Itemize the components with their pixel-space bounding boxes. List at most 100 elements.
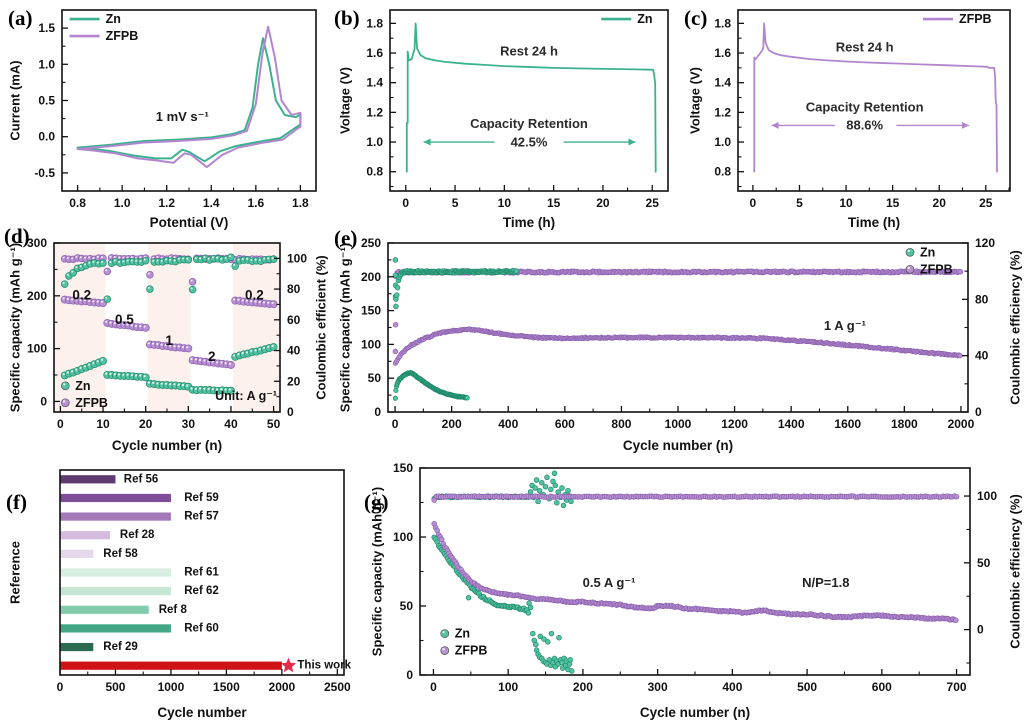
- svg-text:1000: 1000: [158, 680, 185, 694]
- svg-text:100: 100: [498, 680, 518, 694]
- svg-text:2000: 2000: [269, 680, 296, 694]
- svg-text:2000: 2000: [948, 417, 975, 431]
- svg-text:Ref 57: Ref 57: [184, 511, 219, 523]
- panel-letter-d: (d): [4, 224, 30, 248]
- svg-text:Coulombic efficient (%): Coulombic efficient (%): [314, 255, 329, 399]
- svg-text:1.0: 1.0: [114, 196, 131, 210]
- svg-text:88.6%: 88.6%: [846, 117, 883, 132]
- svg-text:Capacity Retention: Capacity Retention: [470, 116, 588, 131]
- svg-text:1.5: 1.5: [38, 21, 55, 35]
- svg-text:100: 100: [27, 342, 47, 356]
- svg-text:Ref 56: Ref 56: [124, 473, 159, 485]
- svg-text:ZFPB: ZFPB: [106, 29, 139, 43]
- svg-text:0.2: 0.2: [72, 287, 91, 302]
- svg-text:Rest 24 h: Rest 24 h: [500, 43, 558, 58]
- svg-text:Cycle number (n): Cycle number (n): [640, 705, 750, 720]
- svg-text:200: 200: [361, 270, 381, 284]
- svg-text:15: 15: [886, 196, 900, 210]
- svg-text:Unit: A g⁻¹: Unit: A g⁻¹: [215, 389, 277, 403]
- svg-text:25: 25: [646, 196, 660, 210]
- panel-d-rate-performance-chart: 0 10 20 30 40 50 0 100 200 300 0 20 40 60 80 100 Cycle n…: [0, 235, 330, 458]
- svg-text:200: 200: [442, 417, 462, 431]
- svg-text:200: 200: [27, 289, 47, 303]
- svg-text:1.6: 1.6: [714, 46, 731, 60]
- panel-f-reference-comparison-chart: Ref 56 Ref 59 Ref 57 Ref 28 Ref 58 Ref 61 Ref …: [0, 458, 362, 725]
- svg-text:400: 400: [722, 680, 742, 694]
- svg-text:400: 400: [498, 417, 518, 431]
- svg-text:0.8: 0.8: [69, 196, 86, 210]
- svg-text:40: 40: [224, 417, 238, 431]
- svg-text:Coulombic efficiency (%): Coulombic efficiency (%): [1008, 494, 1023, 649]
- svg-text:0: 0: [40, 394, 47, 408]
- svg-text:Specific capacity (mAh g⁻¹): Specific capacity (mAh g⁻¹): [370, 487, 385, 656]
- svg-text:0: 0: [57, 680, 64, 694]
- svg-text:10: 10: [96, 417, 110, 431]
- svg-text:42.5%: 42.5%: [511, 135, 548, 150]
- svg-text:700: 700: [947, 680, 967, 694]
- svg-text:1.2: 1.2: [714, 105, 731, 119]
- svg-text:Rest 24 h: Rest 24 h: [836, 40, 894, 55]
- svg-text:100: 100: [977, 489, 997, 503]
- panel-letter-b: (b): [334, 6, 360, 30]
- svg-text:40: 40: [287, 344, 301, 358]
- svg-text:1000: 1000: [665, 417, 692, 431]
- svg-text:Coulombic efficiency (%): Coulombic efficiency (%): [1008, 250, 1023, 405]
- svg-text:0: 0: [287, 405, 294, 419]
- svg-text:Zn: Zn: [920, 245, 935, 259]
- svg-text:1600: 1600: [834, 417, 861, 431]
- svg-text:20: 20: [139, 417, 153, 431]
- svg-text:Ref 61: Ref 61: [184, 567, 219, 579]
- panel-c-zfpb-self-discharge-chart: 0 5 10 15 20 25 0.8 1.0 1.2 1.4 1.6 1.8 Time (h) Volt…: [680, 0, 1024, 235]
- svg-text:5: 5: [796, 196, 803, 210]
- svg-text:Ref 59: Ref 59: [184, 492, 219, 504]
- svg-text:1.4: 1.4: [366, 76, 383, 90]
- svg-text:Current (mA): Current (mA): [8, 60, 23, 140]
- svg-text:300: 300: [648, 680, 668, 694]
- svg-text:600: 600: [555, 417, 575, 431]
- svg-text:1200: 1200: [721, 417, 748, 431]
- svg-text:10: 10: [839, 196, 853, 210]
- svg-text:Reference: Reference: [8, 541, 23, 604]
- svg-text:Ref 58: Ref 58: [103, 548, 138, 560]
- svg-text:0: 0: [57, 417, 64, 431]
- svg-text:100: 100: [361, 337, 381, 351]
- svg-text:1.2: 1.2: [366, 105, 383, 119]
- svg-text:200: 200: [573, 680, 593, 694]
- svg-text:0.5: 0.5: [38, 94, 55, 108]
- svg-text:Potential (V): Potential (V): [150, 215, 229, 230]
- svg-text:ZFPB: ZFPB: [455, 644, 488, 658]
- svg-text:1400: 1400: [778, 417, 805, 431]
- svg-text:500: 500: [797, 680, 817, 694]
- svg-text:500: 500: [105, 680, 125, 694]
- svg-text:10: 10: [498, 196, 512, 210]
- panel-letter-c: (c): [684, 6, 708, 30]
- svg-text:This work: This work: [297, 660, 351, 672]
- panel-a-cv-chart: 0.8 1.0 1.2 1.4 1.6 1.8 -0.5 0.0 0.5 1.0 1.5 Potent…: [0, 0, 330, 235]
- svg-text:Ref 62: Ref 62: [184, 585, 219, 597]
- svg-text:1500: 1500: [213, 680, 240, 694]
- svg-text:1 mV s⁻¹: 1 mV s⁻¹: [156, 109, 209, 124]
- svg-text:25: 25: [979, 196, 993, 210]
- svg-text:Voltage (V): Voltage (V): [338, 67, 353, 134]
- svg-text:Cycle number (n): Cycle number (n): [112, 438, 222, 453]
- svg-text:Cycle number (n): Cycle number (n): [623, 438, 733, 453]
- svg-text:ZFPB: ZFPB: [959, 12, 992, 26]
- svg-text:Time (h): Time (h): [503, 215, 555, 230]
- panel-b-zn-self-discharge-chart: 0 5 10 15 20 25 0.8 1.0 1.2 1.4 1.6 1.8 Time (h) Volt…: [330, 0, 680, 235]
- panel-e-long-cycling-chart: 0 200 400 600 800 1000 1200 1400 1600 1800 2000 0 50…: [330, 235, 1024, 458]
- svg-text:50: 50: [267, 417, 281, 431]
- svg-text:Ref 29: Ref 29: [103, 641, 138, 653]
- svg-text:5: 5: [452, 196, 459, 210]
- svg-text:50: 50: [400, 599, 414, 613]
- svg-text:150: 150: [361, 304, 381, 318]
- svg-text:1 A g⁻¹: 1 A g⁻¹: [824, 318, 866, 333]
- svg-text:120: 120: [975, 236, 995, 250]
- svg-text:1.0: 1.0: [38, 57, 55, 71]
- svg-text:20: 20: [596, 196, 610, 210]
- svg-text:30: 30: [182, 417, 196, 431]
- svg-text:1800: 1800: [891, 417, 918, 431]
- svg-text:20: 20: [933, 196, 947, 210]
- panel-letter-f: (f): [6, 490, 27, 514]
- svg-text:Ref 60: Ref 60: [184, 622, 219, 634]
